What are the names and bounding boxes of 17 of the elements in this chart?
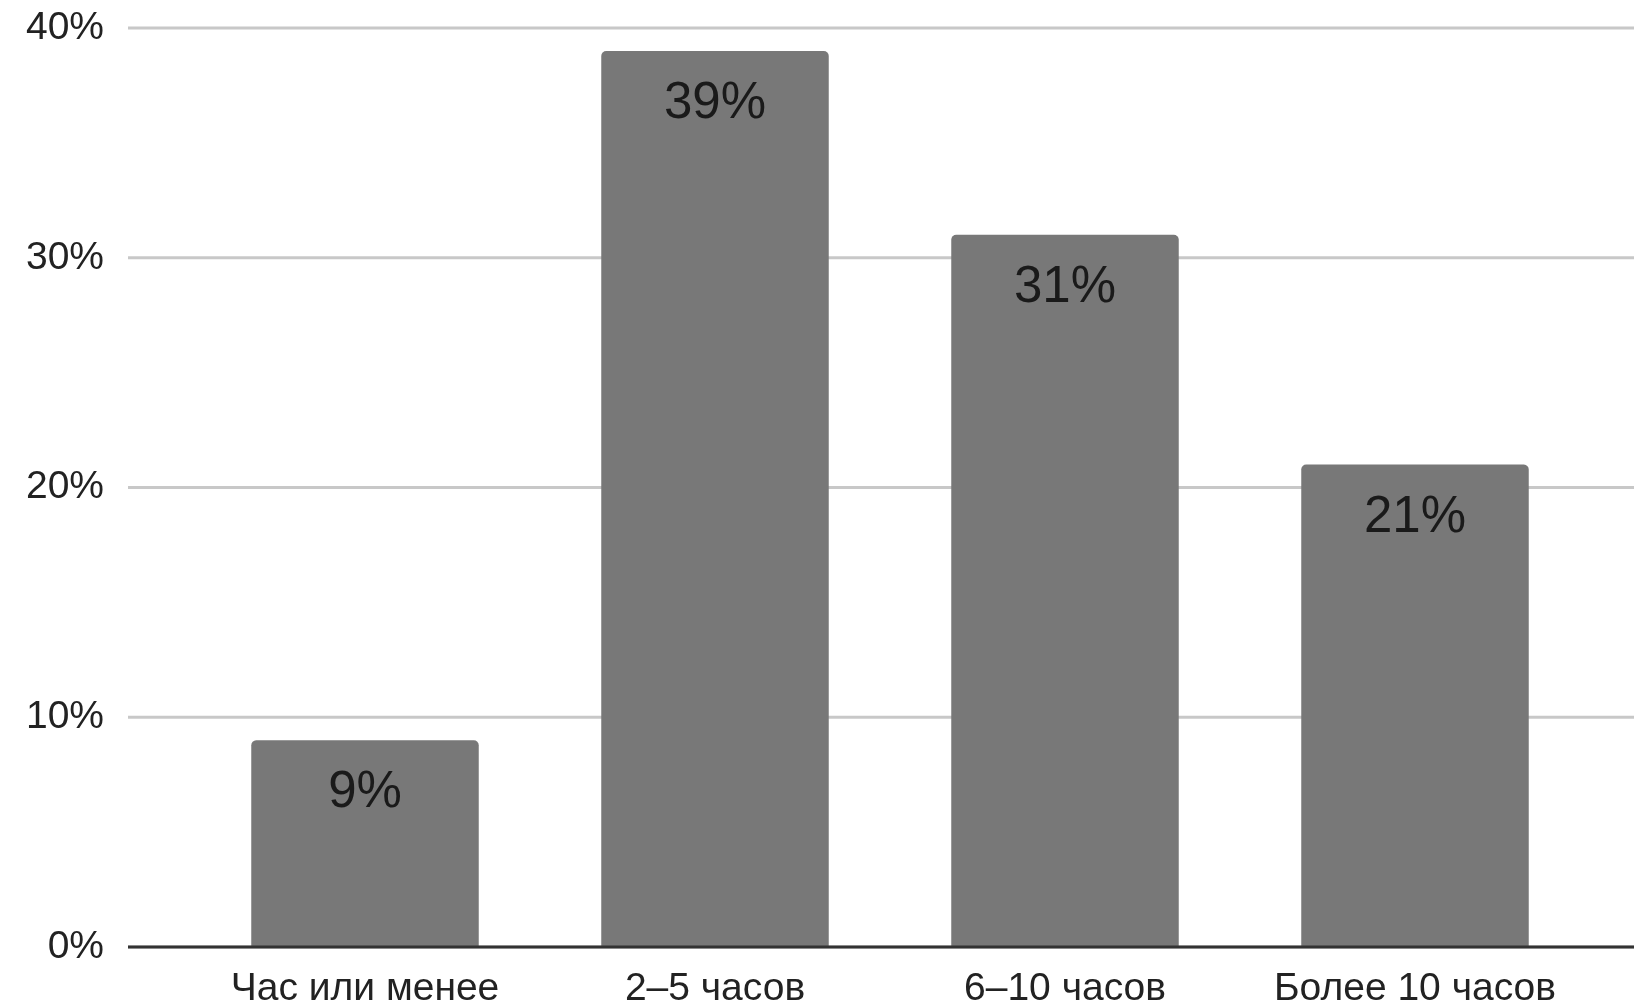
x-tick-label: 2–5 часов <box>624 965 806 1007</box>
x-tick-label: Час или менее <box>230 965 500 1007</box>
x-tick-label: 6–10 часов <box>964 965 1166 1007</box>
bar <box>251 740 479 947</box>
data-label: 9% <box>328 761 402 819</box>
y-tick-label: 40% <box>25 3 104 47</box>
data-label: 31% <box>1013 255 1117 313</box>
data-label: 21% <box>1363 485 1467 543</box>
y-tick-label: 20% <box>25 463 104 507</box>
bar <box>601 50 829 947</box>
y-tick-label: 30% <box>25 233 104 277</box>
y-tick-label: 0% <box>47 922 104 966</box>
bar <box>1301 464 1529 947</box>
y-tick-label: 10% <box>25 693 104 736</box>
bar <box>951 234 1179 947</box>
x-tick-label: Более 10 часов <box>1274 965 1556 1007</box>
data-label: 39% <box>663 72 767 130</box>
